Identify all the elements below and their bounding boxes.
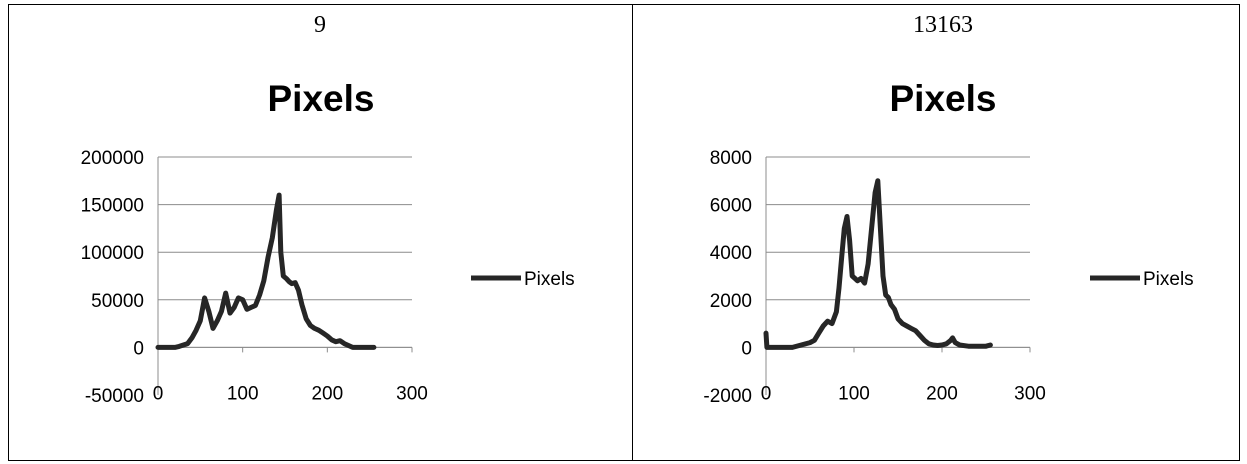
chart-1-series-line: [763, 178, 993, 350]
chart-0-series-line: [155, 192, 377, 350]
chart-0-y-tick-label: -50000: [85, 386, 144, 407]
chart-1-y-tick-label: 4000: [710, 243, 752, 264]
chart-0-x-tick-label: 200: [311, 383, 343, 404]
chart-1-title: Pixels: [890, 78, 997, 119]
right-cell-heading: 13163: [913, 12, 973, 38]
chart-0-x-tick-label: 0: [153, 383, 164, 404]
chart-1-y-tick-label: 6000: [710, 196, 752, 217]
left-cell-heading: 9: [314, 12, 326, 38]
chart-0-y-tick-label: 0: [133, 338, 144, 359]
chart-1-y-tick-label: 2000: [710, 291, 752, 312]
chart-1-x-tick-label: 0: [761, 383, 772, 404]
table-frame: [8, 4, 1240, 461]
chart-0-x-tick-label: 100: [227, 383, 259, 404]
chart-1-x-tick-label: 300: [1014, 383, 1046, 404]
chart-1-legend-label: Pixels: [1143, 269, 1194, 290]
chart-0-y-tick-label: 50000: [91, 291, 144, 312]
chart-0-y-tick-label: 200000: [81, 148, 144, 169]
chart-1-x-tick-label: 200: [926, 383, 958, 404]
chart-1-y-tick-label: 8000: [710, 148, 752, 169]
chart-0-y-tick-label: 150000: [81, 196, 144, 217]
chart-0-title: Pixels: [268, 78, 375, 119]
chart-1-y-tick-label: 0: [741, 338, 752, 359]
column-divider: [632, 4, 633, 461]
chart-0-y-tick-label: 100000: [81, 243, 144, 264]
chart-0-legend-label: Pixels: [524, 269, 575, 290]
chart-1-x-tick-label: 100: [838, 383, 870, 404]
chart-1-y-tick-label: -2000: [703, 386, 752, 407]
chart-0-x-tick-label: 300: [396, 383, 428, 404]
